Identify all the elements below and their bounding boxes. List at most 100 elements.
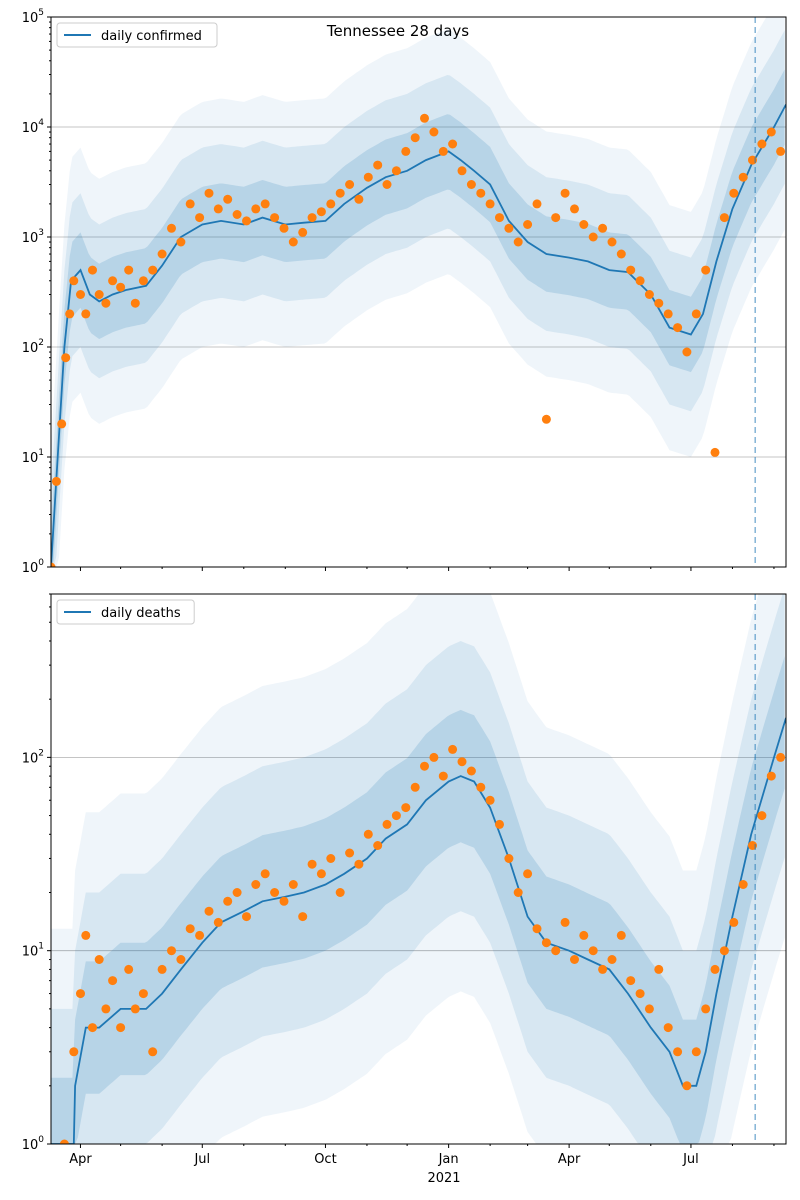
data-point — [185, 199, 195, 209]
data-point — [195, 930, 205, 940]
data-point — [298, 227, 308, 237]
data-point — [326, 854, 336, 863]
data-point — [298, 912, 308, 922]
data-point — [560, 917, 570, 927]
data-point — [61, 353, 71, 363]
data-point — [466, 766, 476, 776]
data-point — [148, 1047, 158, 1057]
data-point — [438, 771, 448, 781]
data-point — [363, 829, 373, 839]
data-point — [757, 811, 767, 821]
data-point — [466, 180, 476, 189]
data-point — [626, 976, 636, 986]
data-point — [94, 290, 104, 299]
data-point — [438, 146, 448, 156]
data-point — [673, 323, 683, 333]
data-point — [195, 213, 205, 223]
data-point — [167, 223, 176, 233]
data-point — [373, 160, 383, 170]
data-point — [766, 771, 776, 781]
data-point — [710, 447, 720, 457]
data-point — [513, 237, 523, 247]
data-point — [710, 964, 720, 974]
data-point — [607, 955, 617, 964]
legend-box — [56, 22, 218, 48]
data-point — [270, 888, 280, 897]
data-point — [635, 276, 645, 286]
data-point — [485, 795, 495, 805]
data-point — [626, 265, 636, 275]
uncertainty-band — [51, 594, 785, 1144]
data-point — [242, 912, 251, 922]
data-point — [57, 419, 67, 429]
legend-label: daily confirmed — [101, 29, 202, 44]
y-tick-label: 103 — [22, 228, 44, 246]
data-point — [420, 761, 429, 771]
data-point — [410, 782, 420, 792]
uncertainty-band — [51, 17, 785, 567]
data-point — [204, 906, 214, 916]
data-point — [307, 859, 317, 869]
data-point — [551, 946, 561, 956]
data-point — [719, 213, 729, 223]
x-tick-label: Jul — [682, 1152, 699, 1167]
data-point — [76, 290, 85, 299]
data-point — [251, 204, 261, 214]
chart-title: Tennessee 28 days — [326, 22, 469, 40]
data-point — [757, 139, 767, 149]
data-point — [69, 276, 79, 286]
panel-daily-deaths: 100 101 102 Apr Jul Oct Jan Apr Jul daily deaths — [22, 593, 787, 1167]
data-point — [551, 213, 561, 223]
y-tick-label: 102 — [22, 748, 44, 766]
data-point — [682, 347, 692, 357]
data-point — [213, 917, 223, 927]
data-point — [532, 924, 542, 934]
data-point — [429, 127, 439, 137]
data-point — [719, 946, 729, 956]
data-point — [373, 841, 383, 850]
data-point — [76, 989, 85, 999]
data-point — [654, 964, 664, 974]
data-point — [124, 265, 134, 275]
data-point — [260, 869, 270, 879]
data-point — [485, 199, 495, 209]
data-point — [476, 782, 486, 792]
uncertainty-band — [51, 656, 785, 1144]
data-point — [101, 298, 111, 308]
data-point — [588, 946, 598, 956]
data-point — [116, 1023, 126, 1033]
data-point — [701, 265, 711, 275]
x-tick-label: Jan — [438, 1152, 459, 1167]
data-point — [81, 930, 91, 940]
data-point — [495, 819, 504, 829]
data-point — [588, 232, 598, 242]
data-point — [167, 946, 176, 956]
data-point — [457, 757, 467, 767]
data-point — [116, 282, 126, 292]
data-point — [523, 220, 533, 229]
data-point — [410, 133, 420, 143]
data-point — [363, 172, 373, 182]
x-tick-label: Oct — [314, 1152, 336, 1167]
data-point — [691, 1047, 701, 1057]
data-point — [504, 854, 514, 863]
y-tick-label: 100 — [22, 1135, 45, 1153]
data-point — [495, 213, 504, 223]
data-point — [94, 955, 104, 964]
panel-daily-confirmed: Tennessee 28 days 100 101 102 103 104 105 dail… — [22, 8, 787, 576]
data-point — [242, 216, 251, 226]
data-point — [288, 880, 298, 889]
data-point — [157, 964, 167, 974]
data-point — [213, 204, 223, 214]
data-point — [223, 896, 233, 906]
data-point — [476, 188, 486, 198]
data-point — [101, 1004, 111, 1014]
data-point — [279, 896, 289, 906]
data-point — [541, 414, 551, 424]
data-point — [776, 146, 786, 156]
data-point — [682, 1081, 692, 1091]
x-year-label: 2021 — [427, 1171, 460, 1186]
data-point — [138, 276, 148, 286]
data-point — [429, 752, 439, 762]
data-point — [251, 880, 261, 889]
